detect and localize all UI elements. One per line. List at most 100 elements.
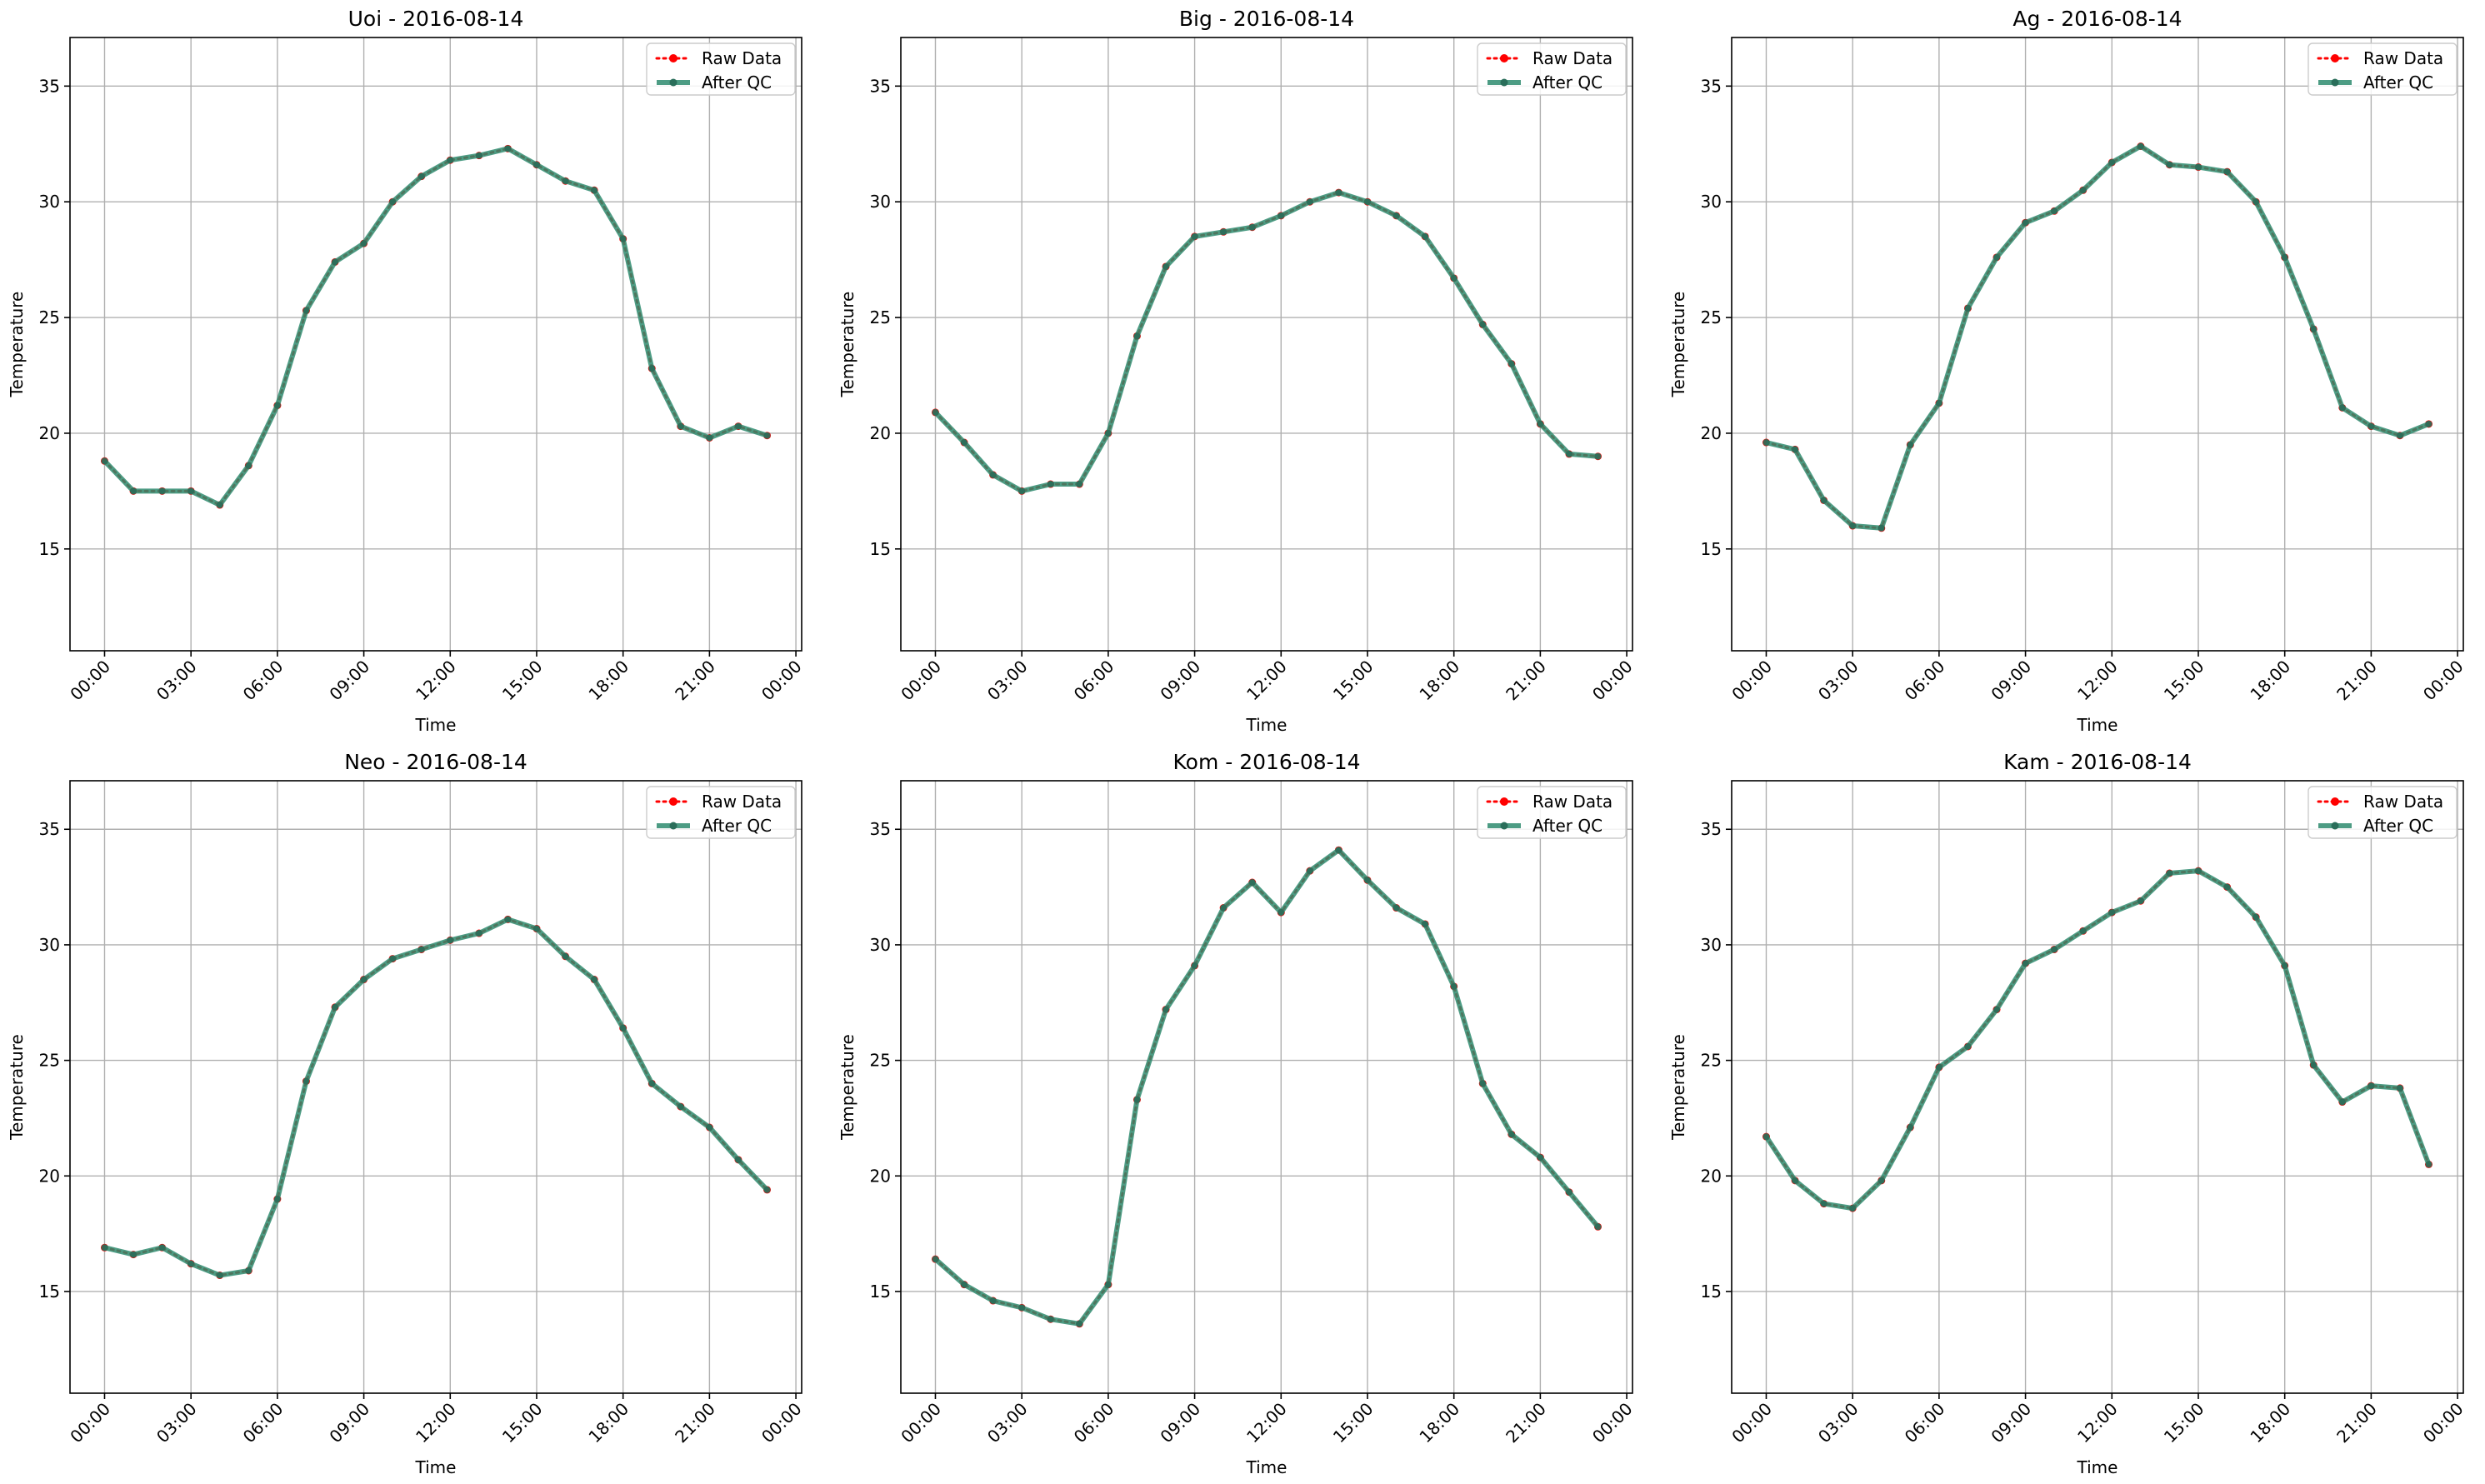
- legend-raw-marker: [669, 54, 678, 62]
- after-qc-point: [961, 1281, 968, 1288]
- after-qc-point: [302, 307, 310, 314]
- after-qc-point: [1392, 904, 1400, 912]
- after-qc-point: [1047, 1316, 1054, 1323]
- after-qc-point: [2252, 913, 2260, 921]
- after-qc-point: [2166, 869, 2173, 877]
- legend-label: Raw Data: [702, 48, 782, 68]
- after-qc-line: [1765, 143, 2430, 531]
- after-qc-point: [1907, 1124, 1914, 1132]
- x-tick-label: 09:00: [1987, 1399, 2035, 1447]
- after-qc-line: [1763, 868, 2432, 1212]
- after-qc-point: [2051, 207, 2058, 215]
- x-tick-label: 00:00: [1588, 657, 1637, 705]
- x-tick-label: 09:00: [325, 657, 373, 705]
- after-qc-point: [1537, 1154, 1544, 1162]
- after-qc-point: [504, 145, 512, 152]
- after-qc-point: [1363, 877, 1371, 884]
- after-qc-point: [591, 187, 598, 194]
- x-tick-label: 03:00: [152, 657, 201, 705]
- after-qc-point: [1133, 1096, 1141, 1103]
- y-tick-label: 15: [1701, 539, 1722, 559]
- after-qc-point: [932, 408, 939, 416]
- after-qc-point: [1248, 223, 1256, 231]
- legend-raw-marker: [2331, 797, 2339, 806]
- after-qc-point: [1422, 920, 1429, 927]
- x-tick-label: 06:00: [1070, 657, 1118, 705]
- subplot-4: 00:00 03:00 06:00 09:00 12:00 15:00 18:00 21:00…: [7, 750, 806, 1477]
- after-qc-point: [763, 1186, 771, 1193]
- x-tick-label: 15:00: [498, 1399, 547, 1447]
- after-qc-point: [1849, 1205, 1857, 1212]
- after-qc-point: [2310, 1062, 2318, 1069]
- x-tick-label: 00:00: [66, 1399, 114, 1447]
- after-qc-point: [619, 1024, 627, 1032]
- after-qc-point: [1479, 321, 1487, 328]
- after-qc-point: [1762, 439, 1770, 447]
- legend: Raw Data After QC: [1477, 42, 1627, 96]
- after-qc-point: [1076, 1320, 1083, 1327]
- after-qc-point: [1220, 904, 1228, 912]
- raw-data-line: [933, 848, 1600, 1326]
- y-tick-label: 30: [1701, 935, 1722, 955]
- x-tick-label: 06:00: [239, 1399, 288, 1447]
- legend-label: Raw Data: [1532, 48, 1612, 68]
- y-tick-label: 30: [870, 935, 891, 955]
- after-qc-point: [734, 1156, 742, 1163]
- after-qc-point: [619, 235, 627, 242]
- after-qc-line: [102, 146, 768, 508]
- after-qc-point: [1508, 1131, 1515, 1138]
- x-tick-label: 12:00: [412, 657, 460, 705]
- legend: Raw Data After QC: [646, 786, 796, 839]
- legend-raw-marker: [2331, 54, 2339, 62]
- after-qc-point: [1565, 1188, 1572, 1196]
- x-axis-label: Time: [1246, 715, 1288, 735]
- after-qc-point: [1363, 198, 1371, 206]
- legend-raw-marker: [1500, 54, 1508, 62]
- after-qc-point: [734, 422, 742, 430]
- after-qc-point: [2051, 946, 2058, 953]
- after-qc-point: [2425, 420, 2432, 427]
- after-qc-point: [677, 422, 684, 430]
- after-qc-point: [2079, 187, 2087, 194]
- after-qc-point: [591, 976, 598, 983]
- after-qc-line: [933, 190, 1598, 494]
- x-tick-label: 03:00: [983, 1399, 1032, 1447]
- x-tick-label: 21:00: [671, 1399, 719, 1447]
- x-tick-label: 15:00: [498, 657, 547, 705]
- after-qc-point: [158, 487, 166, 495]
- after-qc-point: [1964, 304, 1972, 312]
- x-axis-label: Time: [415, 1457, 457, 1477]
- y-tick-label: 35: [1701, 819, 1722, 839]
- after-qc-point: [1849, 522, 1857, 530]
- x-tick-label: 03:00: [1814, 1399, 1862, 1447]
- x-tick-label: 00:00: [1588, 1399, 1637, 1447]
- after-qc-point: [273, 402, 281, 409]
- after-qc-point: [360, 240, 368, 247]
- subplot-5: 00:00 03:00 06:00 09:00 12:00 15:00 18:00 21:00…: [838, 750, 1637, 1477]
- raw-data-line: [933, 191, 1600, 492]
- x-tick-label: 00:00: [758, 657, 806, 705]
- after-qc-point: [2252, 198, 2260, 206]
- legend: Raw Data After QC: [646, 42, 796, 96]
- after-qc-point: [2108, 909, 2116, 917]
- y-tick-label: 20: [870, 1166, 891, 1186]
- x-axis-label: Time: [1246, 1457, 1288, 1477]
- x-tick-label: 00:00: [1728, 1399, 1776, 1447]
- after-qc-point: [1018, 487, 1026, 495]
- after-qc-point: [1594, 452, 1602, 460]
- after-qc-point: [2425, 1161, 2432, 1168]
- after-qc-point: [158, 1244, 166, 1252]
- after-qc-point: [2281, 253, 2288, 261]
- axes-frame: [69, 37, 802, 652]
- legend-label: After QC: [1532, 816, 1602, 836]
- after-qc-point: [1047, 481, 1054, 488]
- y-tick-label: 25: [1701, 1051, 1722, 1071]
- after-qc-point: [1594, 1223, 1602, 1231]
- after-qc-point: [245, 1267, 252, 1274]
- x-tick-label: 15:00: [1329, 1399, 1378, 1447]
- after-qc-point: [1792, 1177, 1799, 1184]
- after-qc-point: [1278, 909, 1285, 917]
- after-qc-point: [961, 439, 968, 447]
- x-axis-label: Time: [2077, 715, 2118, 735]
- after-qc-point: [1820, 497, 1828, 504]
